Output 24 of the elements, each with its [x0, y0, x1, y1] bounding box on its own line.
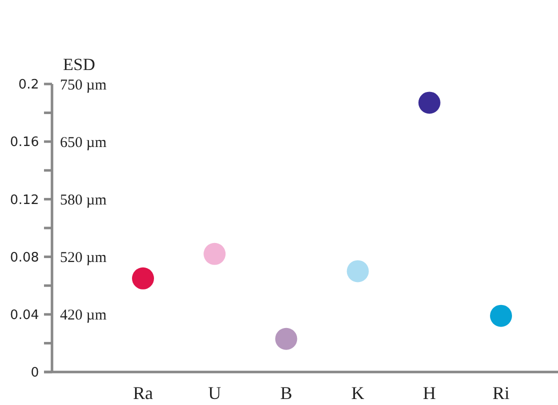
point	[418, 92, 440, 114]
x-tick-label: K	[351, 383, 364, 403]
annotation: 750 µm	[60, 77, 107, 94]
y-tick-label: 0.16	[10, 135, 39, 150]
y-tick-label: 0	[30, 366, 39, 381]
point	[275, 328, 298, 350]
annotation: 520 µm	[60, 250, 107, 266]
x-tick-label: U	[208, 383, 222, 403]
chart-title: ESD	[63, 55, 96, 74]
point	[132, 267, 154, 290]
point	[490, 304, 512, 327]
point	[204, 242, 226, 265]
y-tick-label: 0.12	[10, 192, 39, 208]
annotation: 580 µm	[60, 192, 107, 208]
y-tick-label: 0.04	[10, 308, 39, 323]
x-tick-label: H	[422, 383, 436, 403]
x-tick-label: B	[280, 383, 292, 403]
y-tick-label: 0.08	[10, 250, 39, 266]
annotation: 650 µm	[60, 134, 107, 151]
y-tick-label: 0.2	[18, 78, 39, 93]
x-tick-label: Ri	[492, 383, 510, 403]
point	[346, 260, 369, 282]
annotation: 420 µm	[60, 308, 107, 324]
x-tick-label: Ra	[133, 383, 154, 403]
